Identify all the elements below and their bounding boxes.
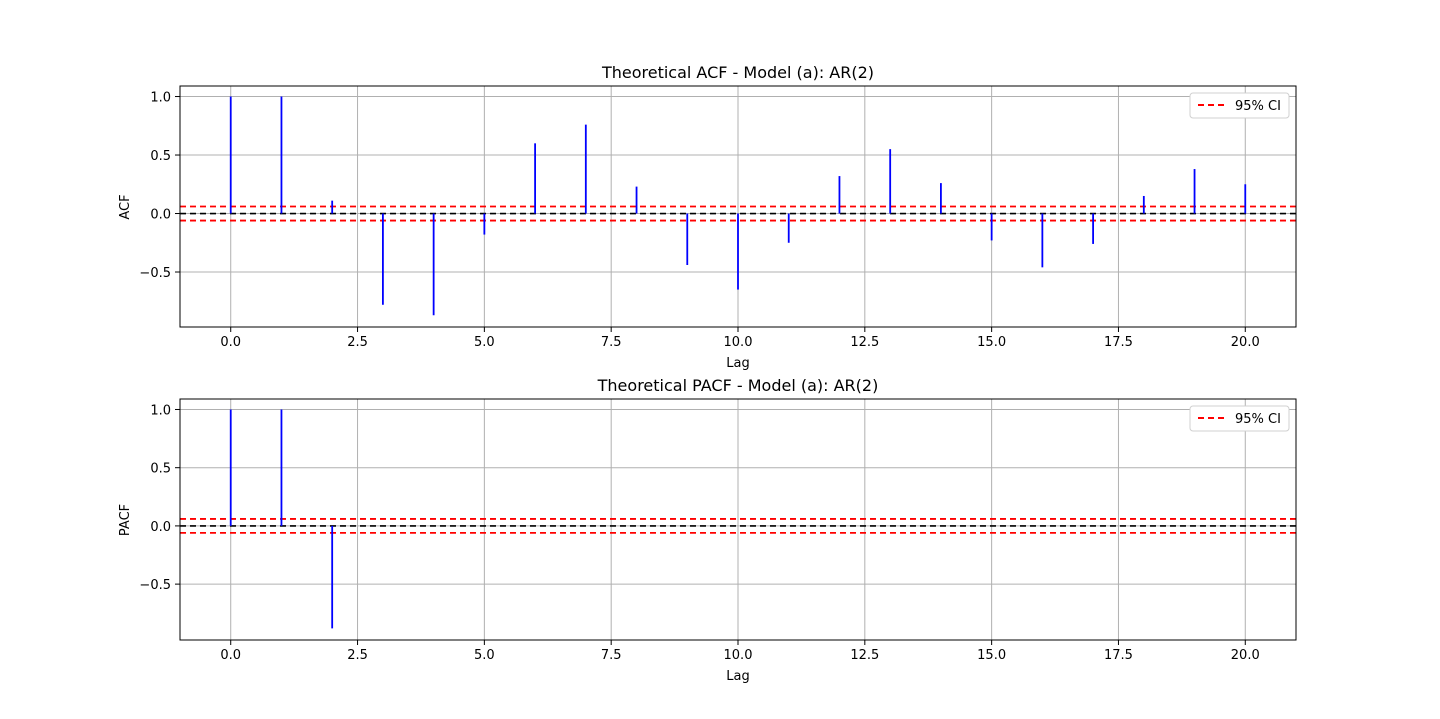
pacf-y-tick-label: 0.0 — [150, 520, 171, 535]
pacf-x-tick-label: 7.5 — [601, 648, 622, 663]
pacf-legend: 95% CI — [1189, 405, 1290, 432]
pacf-title: Theoretical PACF - Model (a): AR(2) — [597, 376, 879, 395]
acf-legend-box — [1189, 92, 1290, 119]
acf-x-tick-label: 10.0 — [724, 335, 753, 350]
acf-y-tick-label: −0.5 — [139, 266, 171, 281]
pacf-y-tick-label: −0.5 — [139, 578, 171, 593]
acf-title: Theoretical ACF - Model (a): AR(2) — [601, 63, 874, 82]
acf-x-axis-label: Lag — [726, 356, 749, 371]
pacf-x-tick-label: 5.0 — [474, 648, 495, 663]
acf-y-axis-label: ACF — [118, 194, 133, 219]
pacf-x-axis-label: Lag — [726, 669, 749, 684]
pacf-y-tick-label: 0.5 — [150, 462, 171, 477]
pacf-legend-ci-label: 95% CI — [1235, 412, 1281, 427]
acf-x-tick-label: 17.5 — [1104, 335, 1133, 350]
pacf-x-tick-label: 20.0 — [1231, 648, 1260, 663]
acf-x-tick-label: 7.5 — [601, 335, 622, 350]
acf-x-tick-label: 20.0 — [1231, 335, 1260, 350]
acf-y-tick-label: 0.0 — [150, 208, 171, 223]
acf-legend: 95% CI — [1189, 92, 1290, 119]
acf-x-tick-label: 5.0 — [474, 335, 495, 350]
pacf-legend-box — [1189, 405, 1290, 432]
pacf-x-tick-label: 0.0 — [220, 648, 241, 663]
acf-y-tick-label: 1.0 — [150, 91, 171, 106]
acf-legend-ci-label: 95% CI — [1235, 99, 1281, 114]
pacf-x-tick-label: 17.5 — [1104, 648, 1133, 663]
pacf-y-tick-label: 1.0 — [150, 403, 171, 418]
acf-x-tick-label: 0.0 — [220, 335, 241, 350]
pacf-x-tick-label: 2.5 — [347, 648, 368, 663]
acf-x-tick-label: 2.5 — [347, 335, 368, 350]
acf-y-tick-label: 0.5 — [150, 149, 171, 164]
pacf-chart: Theoretical PACF - Model (a): AR(2) 0.0 2… — [118, 376, 1297, 684]
pacf-y-axis-label: PACF — [118, 504, 133, 536]
pacf-x-tick-label: 12.5 — [850, 648, 879, 663]
acf-chart: Theoretical ACF - Model (a): AR(2) 0.0 2.… — [118, 63, 1297, 371]
pacf-x-tick-label: 15.0 — [977, 648, 1006, 663]
acf-x-tick-label: 15.0 — [977, 335, 1006, 350]
pacf-x-tick-label: 10.0 — [724, 648, 753, 663]
acf-x-tick-label: 12.5 — [850, 335, 879, 350]
